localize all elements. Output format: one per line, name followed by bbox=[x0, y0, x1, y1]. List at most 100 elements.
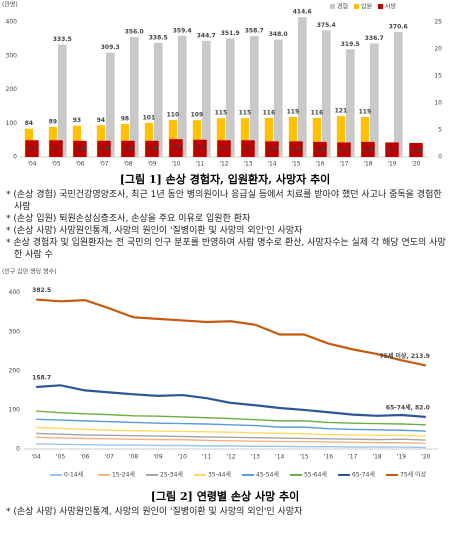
data-label: 3.0 bbox=[99, 145, 110, 152]
y-tick-label: 0 bbox=[13, 154, 17, 161]
data-label: 75세 이상, 213.9 bbox=[379, 352, 429, 360]
line bbox=[36, 443, 426, 449]
bar bbox=[288, 116, 297, 157]
data-label: 3.1 bbox=[219, 145, 230, 152]
legend-label: 0-14세 bbox=[64, 471, 83, 479]
x-tick-label: '05 bbox=[51, 161, 60, 168]
legend-swatch bbox=[330, 4, 335, 9]
data-label: 65-74세, 82.0 bbox=[386, 403, 430, 411]
bar bbox=[289, 141, 303, 157]
data-label: 382.5 bbox=[32, 287, 51, 294]
x-tick-label: '04 bbox=[32, 454, 41, 461]
line bbox=[36, 384, 426, 419]
x-tick-label: '14 bbox=[275, 454, 284, 461]
bar bbox=[120, 123, 129, 157]
line bbox=[36, 298, 427, 367]
bar bbox=[105, 52, 115, 157]
x-tick-label: '17 bbox=[339, 161, 348, 168]
data-label: 414.6 bbox=[293, 9, 312, 16]
data-label: 119 bbox=[287, 108, 300, 115]
x-tick-label: '08 bbox=[123, 161, 132, 168]
legend-label: 경험 bbox=[337, 3, 348, 11]
bar bbox=[144, 122, 153, 157]
y2-tick-label: 20 bbox=[434, 46, 442, 53]
data-label: 93 bbox=[73, 117, 81, 124]
legend-label: 15-24세 bbox=[112, 471, 135, 479]
x-tick-label: '10 bbox=[178, 454, 187, 461]
bar bbox=[153, 42, 163, 157]
data-label: 3.1 bbox=[27, 145, 38, 152]
note: * (손상 입원) 퇴원손상심층조사, 손상을 주요 이유로 입원한 환자 bbox=[6, 214, 251, 224]
data-label: 338.5 bbox=[149, 34, 168, 41]
bar bbox=[409, 142, 423, 157]
data-label: 2.8 bbox=[315, 146, 326, 153]
bar bbox=[216, 118, 225, 157]
data-label: 3.0 bbox=[123, 145, 134, 152]
data-label: 3.0 bbox=[147, 145, 158, 152]
bar bbox=[249, 36, 259, 157]
y-tick-label: 100 bbox=[6, 120, 18, 127]
line bbox=[36, 432, 426, 441]
data-label: 375.4 bbox=[317, 22, 336, 29]
bar bbox=[193, 139, 207, 157]
legend-label: 사망 bbox=[385, 3, 397, 11]
bar bbox=[264, 117, 273, 157]
bar bbox=[121, 140, 135, 157]
data-label: 359.4 bbox=[173, 27, 192, 34]
data-label: 3.1 bbox=[51, 145, 62, 152]
legend-label: 35-44세 bbox=[208, 471, 231, 479]
legend-label: 45-54세 bbox=[256, 471, 279, 479]
x-tick-label: '13 bbox=[243, 161, 252, 168]
legend-label: 입원 bbox=[361, 3, 372, 11]
y2-tick-label: 5 bbox=[438, 127, 442, 134]
data-label: 348.0 bbox=[269, 31, 288, 38]
legend-label: 65-74세 bbox=[352, 471, 375, 479]
x-tick-label: '06 bbox=[75, 161, 84, 168]
data-label: 119 bbox=[359, 108, 372, 115]
data-label: 356.0 bbox=[125, 28, 144, 35]
bar bbox=[57, 44, 67, 158]
x-tick-label: '19 bbox=[387, 161, 396, 168]
x-tick-label: '12 bbox=[226, 454, 235, 461]
x-tick-label: '20 bbox=[411, 161, 420, 168]
bar bbox=[177, 35, 187, 157]
y2-tick-label: 15 bbox=[434, 73, 442, 80]
bar bbox=[336, 116, 345, 157]
data-label: 84 bbox=[25, 120, 33, 127]
x-tick-label: '05 bbox=[56, 454, 65, 461]
chart: (인구 십만 명당 명수) 0 100 200 300 400 '04 '05 '06 '07 '0… bbox=[2, 268, 438, 479]
bar bbox=[337, 142, 351, 157]
x-tick-label: '13 bbox=[251, 454, 260, 461]
data-label: 309.3 bbox=[101, 44, 120, 51]
bar bbox=[240, 118, 249, 157]
bar bbox=[265, 141, 279, 157]
bar bbox=[225, 38, 235, 158]
note: * (손상 사망) 사망원인통계, 사망의 원인이 '질병이환 및 사망의 외인… bbox=[6, 507, 303, 517]
x-tick-label: '16 bbox=[324, 454, 333, 461]
bar bbox=[369, 43, 379, 158]
x-tick-label: '11 bbox=[195, 161, 204, 168]
x-tick-label: '08 bbox=[129, 454, 138, 461]
data-label: 121 bbox=[335, 108, 348, 115]
x-tick-label: '11 bbox=[202, 454, 211, 461]
data-label: 333.5 bbox=[53, 36, 72, 43]
x-tick-label: '17 bbox=[348, 454, 357, 461]
bar bbox=[49, 140, 63, 157]
data-label: 94 bbox=[97, 117, 105, 124]
bar bbox=[168, 119, 177, 157]
data-label: 116 bbox=[263, 109, 276, 116]
y2-tick-label: 0 bbox=[438, 154, 442, 161]
data-label: 351.9 bbox=[221, 30, 240, 37]
y-tick-label: 300 bbox=[9, 328, 21, 335]
data-label: 98 bbox=[121, 115, 129, 122]
chart: (만명) 0 100 200 300 400 0 5 10 15 20 25 333.5 309.3 356… bbox=[2, 1, 442, 168]
bar bbox=[129, 36, 139, 157]
data-label: 116 bbox=[311, 109, 324, 116]
data-label: 2.6 bbox=[411, 147, 422, 154]
y-tick-label: 200 bbox=[6, 86, 18, 93]
x-tick-label: '04 bbox=[27, 161, 36, 168]
data-label: 3.2 bbox=[195, 144, 206, 151]
bar bbox=[217, 140, 231, 157]
data-label: 344.7 bbox=[197, 32, 216, 39]
data-label: 158.7 bbox=[32, 374, 51, 381]
